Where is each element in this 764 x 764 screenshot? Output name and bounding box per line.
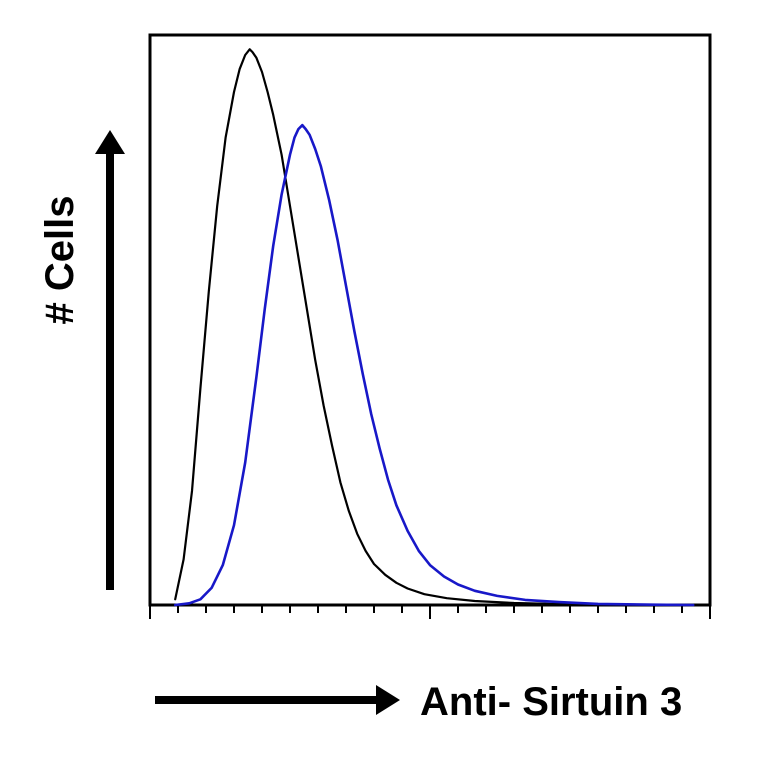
x-axis-label: Anti- Sirtuin 3 [420,680,682,725]
x-arrow-head [376,685,400,715]
y-axis-label: # Cells [35,160,85,360]
figure-root: # Cells Anti- Sirtuin 3 [0,0,764,764]
x-axis-arrow [0,0,764,764]
